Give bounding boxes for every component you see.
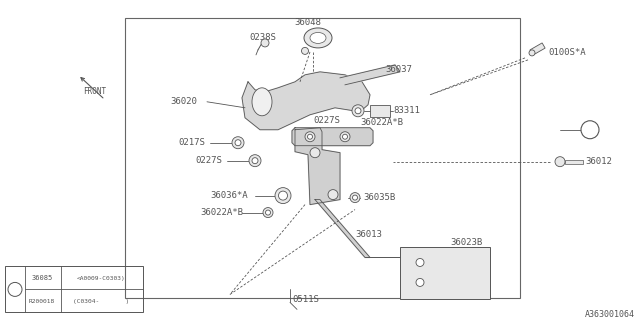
Text: 36013: 36013 bbox=[355, 230, 382, 239]
Bar bbox=[370, 105, 390, 117]
Text: 83311: 83311 bbox=[393, 106, 420, 115]
Text: 0227S: 0227S bbox=[313, 116, 340, 125]
Ellipse shape bbox=[304, 28, 332, 48]
Text: FRONT: FRONT bbox=[83, 87, 106, 96]
Ellipse shape bbox=[310, 32, 326, 44]
Text: 1: 1 bbox=[13, 287, 17, 293]
Bar bbox=[5, 267, 143, 312]
Circle shape bbox=[416, 278, 424, 286]
Text: 36048: 36048 bbox=[294, 19, 321, 28]
Text: A363001064: A363001064 bbox=[585, 310, 635, 319]
Text: 36037: 36037 bbox=[385, 65, 412, 74]
Text: 36035B: 36035B bbox=[363, 193, 396, 202]
Circle shape bbox=[352, 105, 364, 117]
Circle shape bbox=[353, 195, 358, 200]
Bar bbox=[400, 247, 490, 300]
Circle shape bbox=[307, 134, 312, 139]
Circle shape bbox=[263, 208, 273, 218]
Polygon shape bbox=[315, 200, 370, 258]
Circle shape bbox=[328, 190, 338, 200]
Text: 0227S: 0227S bbox=[195, 156, 222, 165]
Text: 1: 1 bbox=[588, 126, 593, 135]
Bar bbox=[125, 18, 520, 298]
Circle shape bbox=[252, 158, 258, 164]
Circle shape bbox=[310, 148, 320, 158]
Text: 36085: 36085 bbox=[31, 276, 52, 281]
Text: 36036*A: 36036*A bbox=[210, 191, 248, 200]
Polygon shape bbox=[340, 65, 400, 85]
Circle shape bbox=[275, 188, 291, 204]
Bar bbox=[530, 43, 545, 55]
Polygon shape bbox=[295, 128, 340, 204]
Circle shape bbox=[301, 47, 308, 54]
Circle shape bbox=[350, 193, 360, 203]
Text: 0100S*A: 0100S*A bbox=[548, 48, 586, 57]
Text: 36023B: 36023B bbox=[450, 238, 483, 247]
Text: <A0009-C0303): <A0009-C0303) bbox=[77, 276, 125, 281]
Text: 36022A*B: 36022A*B bbox=[360, 118, 403, 127]
Text: 36020: 36020 bbox=[170, 97, 197, 106]
Text: 36022A*B: 36022A*B bbox=[200, 208, 243, 217]
Ellipse shape bbox=[252, 88, 272, 116]
Circle shape bbox=[529, 50, 535, 56]
Circle shape bbox=[261, 39, 269, 47]
Circle shape bbox=[305, 132, 315, 142]
Circle shape bbox=[249, 155, 261, 167]
Polygon shape bbox=[292, 128, 373, 146]
Circle shape bbox=[278, 191, 287, 200]
Circle shape bbox=[340, 132, 350, 142]
Text: 36012: 36012 bbox=[585, 157, 612, 166]
Polygon shape bbox=[242, 72, 370, 130]
Text: 0238S: 0238S bbox=[249, 33, 276, 43]
Text: (C0304-       ): (C0304- ) bbox=[73, 299, 129, 304]
Bar bbox=[565, 160, 583, 164]
Circle shape bbox=[8, 283, 22, 296]
Text: 0217S: 0217S bbox=[178, 138, 205, 147]
Circle shape bbox=[266, 210, 271, 215]
Text: 0511S: 0511S bbox=[292, 295, 319, 304]
Circle shape bbox=[581, 121, 599, 139]
Circle shape bbox=[555, 157, 565, 167]
Circle shape bbox=[355, 108, 361, 114]
Text: R200018: R200018 bbox=[29, 299, 55, 304]
Circle shape bbox=[416, 259, 424, 267]
Circle shape bbox=[342, 134, 348, 139]
Circle shape bbox=[235, 140, 241, 146]
Circle shape bbox=[232, 137, 244, 149]
